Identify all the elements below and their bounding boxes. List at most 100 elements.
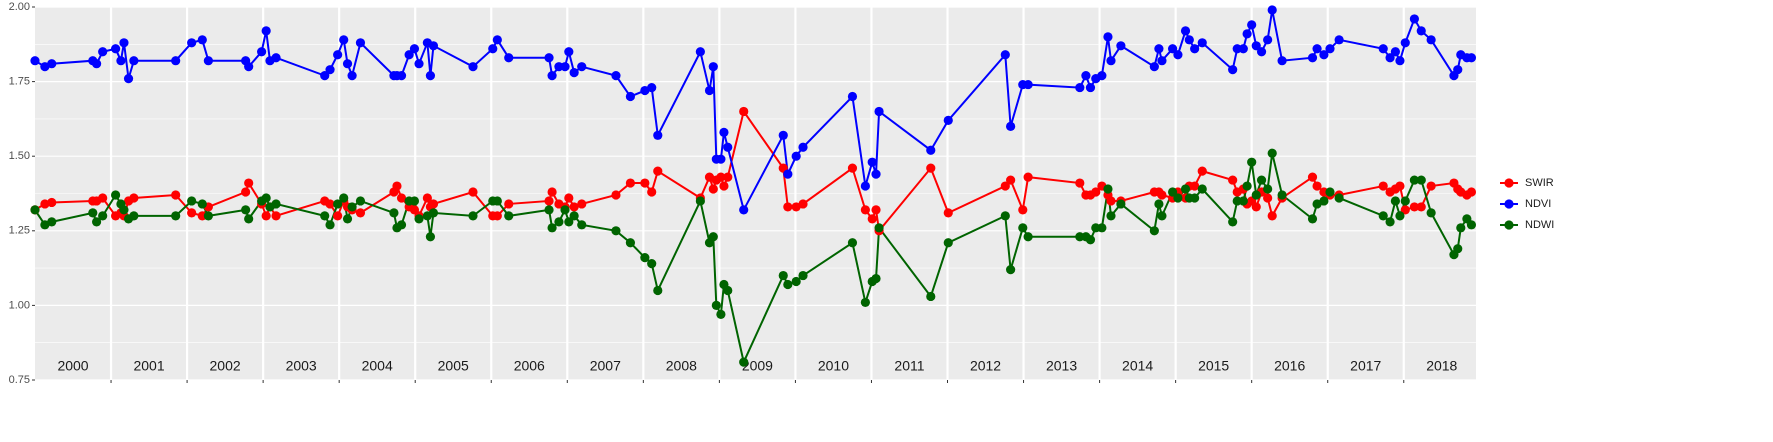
- point: [640, 253, 650, 263]
- point: [1378, 181, 1388, 191]
- point: [271, 199, 281, 209]
- point: [355, 38, 366, 48]
- year-label: 2018: [1426, 358, 1457, 374]
- point: [339, 35, 349, 45]
- y-tick-label: 1.75: [9, 76, 30, 88]
- point: [867, 214, 877, 224]
- point: [1307, 53, 1318, 63]
- point: [468, 62, 478, 72]
- point: [719, 181, 729, 191]
- point: [723, 172, 733, 182]
- point: [647, 187, 657, 197]
- point: [1277, 190, 1287, 200]
- point: [1085, 82, 1096, 93]
- y-tick-label: 1.00: [9, 299, 30, 311]
- point: [1075, 82, 1085, 93]
- point: [695, 47, 705, 57]
- y-tick-label: 2.00: [9, 1, 30, 13]
- point: [1180, 184, 1191, 194]
- year-label: 2016: [1274, 358, 1305, 374]
- point: [926, 163, 936, 173]
- year-label: 2014: [1122, 358, 1153, 374]
- point: [798, 199, 808, 209]
- point: [625, 178, 636, 188]
- point: [867, 157, 877, 167]
- point: [1267, 211, 1277, 221]
- year-label: 2005: [438, 358, 469, 374]
- point: [564, 193, 574, 203]
- year-label: 2013: [1046, 358, 1077, 374]
- point: [1400, 38, 1410, 48]
- point: [320, 211, 330, 221]
- point: [1075, 178, 1085, 188]
- point: [1466, 187, 1477, 197]
- year-label: 2012: [970, 358, 1001, 374]
- point: [1416, 175, 1426, 185]
- point: [847, 91, 858, 102]
- point: [425, 71, 436, 81]
- point: [1106, 211, 1116, 221]
- point: [111, 190, 121, 200]
- point: [261, 193, 271, 203]
- point: [261, 26, 271, 36]
- point: [778, 270, 788, 281]
- point: [347, 71, 357, 81]
- point: [871, 273, 881, 284]
- point: [791, 276, 801, 287]
- point: [396, 71, 407, 81]
- point: [1395, 56, 1405, 66]
- legend-label: NDVI: [1525, 198, 1551, 210]
- point: [560, 205, 570, 215]
- point: [1180, 26, 1191, 36]
- point: [1267, 5, 1277, 15]
- point: [1263, 193, 1273, 203]
- point: [1154, 44, 1164, 54]
- point: [625, 238, 636, 248]
- point: [1190, 44, 1200, 54]
- point: [1277, 56, 1287, 66]
- point: [711, 300, 721, 310]
- point: [468, 211, 478, 221]
- point: [1091, 187, 1101, 197]
- point: [414, 214, 424, 224]
- point: [1416, 26, 1426, 36]
- point: [414, 59, 424, 69]
- point: [428, 208, 439, 218]
- point: [860, 297, 870, 308]
- point: [611, 71, 621, 81]
- point: [1116, 199, 1126, 209]
- point: [1263, 184, 1273, 194]
- point: [723, 285, 733, 296]
- point: [325, 65, 335, 75]
- point: [569, 68, 579, 78]
- point: [119, 38, 129, 48]
- point: [171, 211, 181, 221]
- point: [1106, 196, 1116, 206]
- point: [203, 56, 213, 66]
- point: [197, 35, 207, 45]
- point: [723, 142, 733, 152]
- point: [1097, 223, 1107, 233]
- point: [625, 91, 636, 102]
- point: [1456, 223, 1466, 233]
- point: [547, 223, 557, 233]
- point: [1190, 181, 1200, 191]
- point: [798, 270, 808, 281]
- point: [342, 59, 353, 69]
- point: [1190, 193, 1200, 203]
- point: [241, 187, 251, 197]
- point: [1312, 181, 1322, 191]
- point: [1267, 148, 1277, 158]
- point: [547, 71, 557, 81]
- point: [187, 196, 197, 206]
- point: [422, 193, 432, 203]
- point: [333, 50, 343, 60]
- point: [116, 56, 126, 66]
- point: [1395, 181, 1405, 191]
- point: [1466, 220, 1477, 230]
- point: [1390, 196, 1400, 206]
- point: [1228, 65, 1238, 75]
- point: [569, 211, 579, 221]
- point: [1378, 211, 1388, 221]
- point: [1325, 187, 1335, 197]
